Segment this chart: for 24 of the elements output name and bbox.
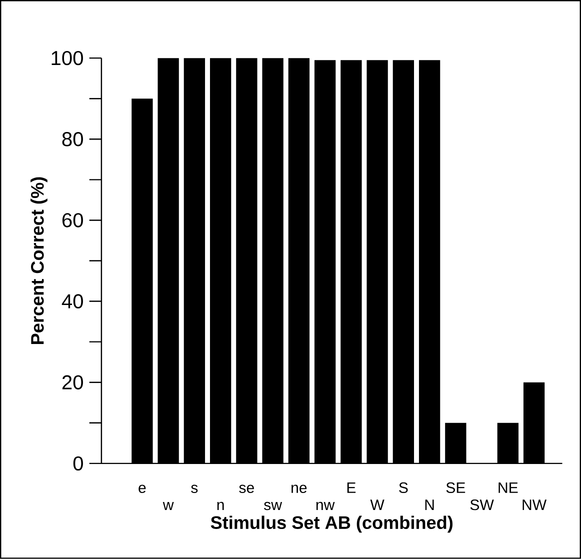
x-tick-label: W	[370, 500, 384, 510]
y-tick-label: 80	[62, 132, 83, 146]
x-tick-label: nw	[316, 502, 335, 510]
x-tick-label: NE	[498, 482, 518, 493]
x-tick-label: S	[399, 482, 408, 494]
x-tick-label: ne	[292, 484, 307, 494]
x-tick-label: s	[191, 484, 198, 494]
x-tick-label: e	[138, 484, 146, 494]
y-axis-title: Percent Correct (%)	[30, 177, 48, 344]
x-axis-title: Stimulus Set AB (combined)	[210, 516, 453, 533]
x-tick-label: se	[239, 484, 254, 494]
x-tick-label: n	[217, 502, 224, 510]
x-tick-label: E	[347, 482, 356, 493]
y-tick-label: 60	[62, 213, 83, 228]
y-tick-label: 100	[52, 51, 83, 66]
y-tick-label: 40	[62, 294, 83, 308]
x-tick-label: SE	[446, 482, 466, 494]
x-tick-label: NW	[522, 500, 547, 510]
x-tick-label: w	[162, 502, 174, 510]
x-tick-label: SW	[470, 500, 494, 510]
y-tick-label: 20	[62, 375, 83, 390]
x-tick-label: N	[425, 500, 434, 510]
x-tick-label: sw	[264, 502, 282, 510]
y-tick-label: 0	[73, 456, 83, 471]
